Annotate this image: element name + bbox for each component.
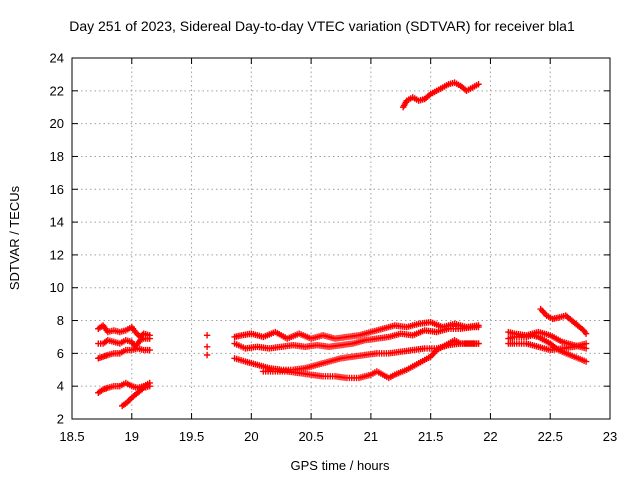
data-point	[475, 81, 482, 88]
data-point	[582, 340, 590, 347]
data-point	[203, 351, 211, 359]
x-tick-label: 19.5	[179, 429, 204, 444]
y-tick-label: 24	[50, 51, 64, 66]
y-tick-label: 16	[50, 182, 64, 197]
plot-frame	[71, 57, 611, 420]
y-tick-label: 8	[57, 313, 64, 328]
y-tick-label: 22	[50, 83, 64, 98]
x-tick-label: 21	[364, 429, 378, 444]
y-tick-label: 2	[57, 412, 64, 427]
x-axis-label: GPS time / hours	[291, 458, 390, 473]
x-tick-label: 21.5	[418, 429, 443, 444]
y-tick-label: 14	[50, 215, 64, 230]
data-point	[475, 340, 482, 347]
y-tick-label: 20	[50, 116, 64, 131]
x-tick-label: 20.5	[298, 429, 323, 444]
y-tick-label: 12	[50, 247, 64, 262]
x-tick-label: 19	[125, 429, 139, 444]
grid	[72, 58, 610, 419]
x-tick-label: 20	[244, 429, 258, 444]
axis-ticks: 18.5 19 19.5 20 20.5 21 21.5 22 22.5 232468101214…	[50, 51, 618, 445]
chart-title: Day 251 of 2023, Sidereal Day-to-day VTE…	[69, 18, 575, 34]
data-point	[146, 346, 153, 354]
data-point	[203, 332, 211, 339]
x-tick-label: 23	[603, 429, 617, 444]
data-point	[582, 358, 590, 365]
x-tick-label: 22.5	[538, 429, 563, 444]
y-axis-label: SDTVAR / TECUs	[7, 185, 22, 290]
data-point	[582, 330, 590, 337]
x-tick-label: 22	[483, 429, 497, 444]
data-point	[146, 335, 153, 342]
y-tick-label: 10	[50, 280, 64, 295]
y-tick-label: 4	[57, 379, 64, 394]
data-points	[95, 79, 590, 410]
x-tick-label: 18.5	[59, 429, 84, 444]
data-point	[146, 382, 153, 390]
data-point	[203, 343, 211, 350]
data-point	[475, 323, 482, 331]
y-tick-label: 18	[50, 149, 64, 164]
y-tick-label: 6	[57, 346, 64, 361]
